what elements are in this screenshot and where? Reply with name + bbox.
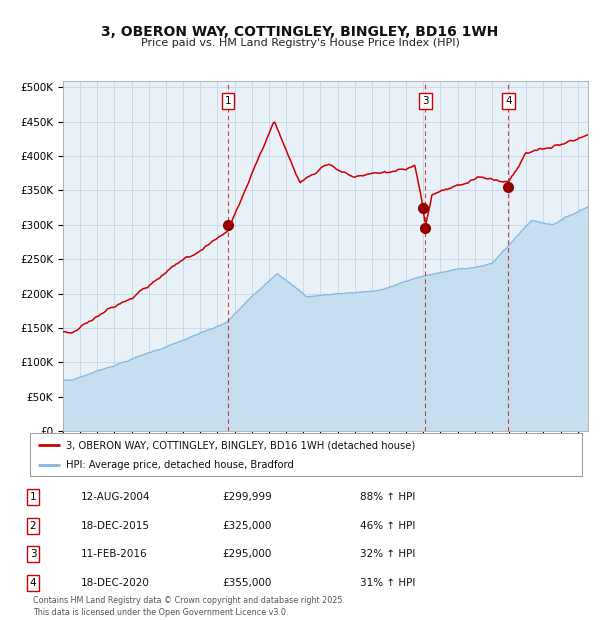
Text: 12-AUG-2004: 12-AUG-2004 (81, 492, 151, 502)
Text: Contains HM Land Registry data © Crown copyright and database right 2025.
This d: Contains HM Land Registry data © Crown c… (33, 596, 345, 617)
Text: 3, OBERON WAY, COTTINGLEY, BINGLEY, BD16 1WH (detached house): 3, OBERON WAY, COTTINGLEY, BINGLEY, BD16… (66, 440, 415, 450)
Text: HPI: Average price, detached house, Bradford: HPI: Average price, detached house, Brad… (66, 461, 294, 471)
Text: £299,999: £299,999 (222, 492, 272, 502)
Text: 32% ↑ HPI: 32% ↑ HPI (360, 549, 415, 559)
Text: £325,000: £325,000 (222, 521, 271, 531)
Text: 31% ↑ HPI: 31% ↑ HPI (360, 578, 415, 588)
Text: 2: 2 (29, 521, 37, 531)
Text: 46% ↑ HPI: 46% ↑ HPI (360, 521, 415, 531)
Text: 1: 1 (29, 492, 37, 502)
Text: £355,000: £355,000 (222, 578, 271, 588)
Text: 1: 1 (225, 96, 232, 106)
Text: 4: 4 (505, 96, 512, 106)
Text: 18-DEC-2015: 18-DEC-2015 (81, 521, 150, 531)
Text: 18-DEC-2020: 18-DEC-2020 (81, 578, 150, 588)
Text: Price paid vs. HM Land Registry's House Price Index (HPI): Price paid vs. HM Land Registry's House … (140, 38, 460, 48)
Text: 4: 4 (29, 578, 37, 588)
Text: 11-FEB-2016: 11-FEB-2016 (81, 549, 148, 559)
Text: 3: 3 (422, 96, 428, 106)
Text: 3: 3 (29, 549, 37, 559)
Text: 88% ↑ HPI: 88% ↑ HPI (360, 492, 415, 502)
Text: 3, OBERON WAY, COTTINGLEY, BINGLEY, BD16 1WH: 3, OBERON WAY, COTTINGLEY, BINGLEY, BD16… (101, 25, 499, 39)
Text: £295,000: £295,000 (222, 549, 271, 559)
